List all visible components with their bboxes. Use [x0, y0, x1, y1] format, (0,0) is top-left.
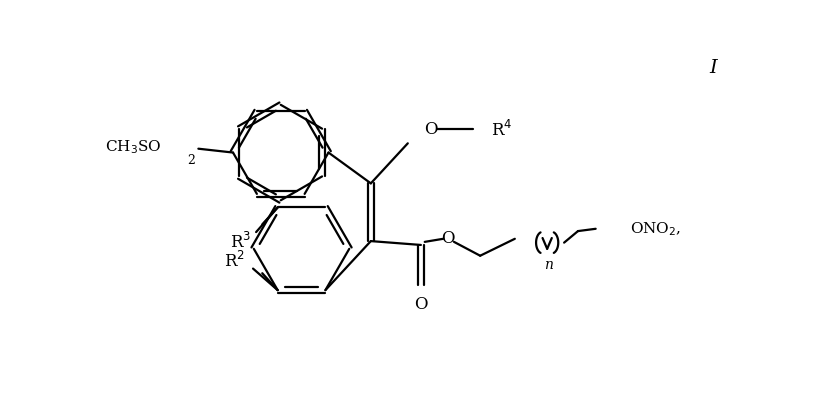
Text: R$^2$: R$^2$	[224, 251, 245, 271]
Text: 2: 2	[187, 154, 196, 167]
Text: R$^4$: R$^4$	[491, 119, 512, 139]
Text: CH$_3$SO: CH$_3$SO	[105, 139, 162, 156]
Text: R$^3$: R$^3$	[229, 232, 251, 252]
Text: O: O	[424, 121, 437, 138]
Text: O: O	[414, 296, 427, 313]
Text: n: n	[544, 258, 553, 272]
Text: I: I	[710, 59, 718, 77]
Text: O: O	[441, 230, 455, 247]
Text: ONO$_2$,: ONO$_2$,	[629, 220, 681, 238]
